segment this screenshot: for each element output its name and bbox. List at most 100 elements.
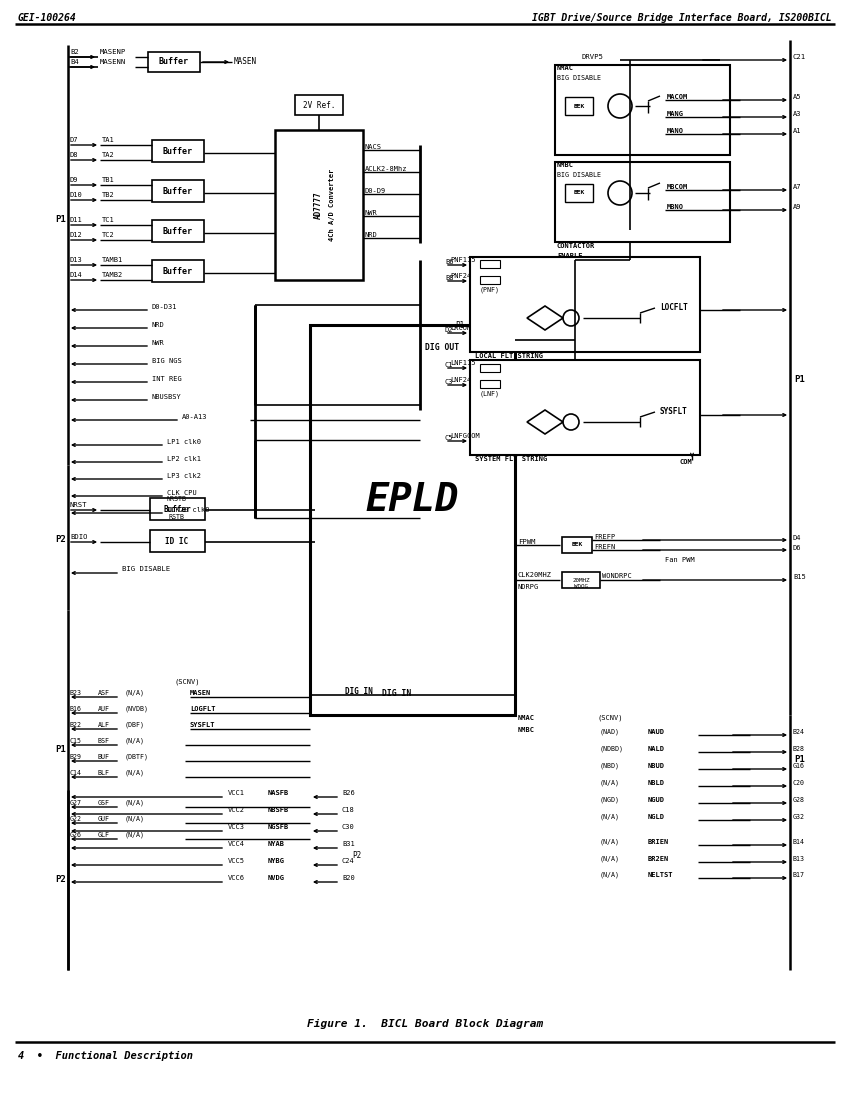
Text: DIG IN: DIG IN	[345, 688, 373, 696]
Text: AD7777: AD7777	[314, 191, 322, 219]
Text: VCC4: VCC4	[228, 842, 245, 847]
Text: ASF: ASF	[98, 690, 110, 696]
Text: BSF: BSF	[98, 738, 110, 744]
Text: P2: P2	[55, 876, 65, 884]
Bar	[562, 572, 600, 588]
Text: NBLD: NBLD	[648, 780, 665, 786]
Text: NGSFB: NGSFB	[268, 824, 289, 830]
Text: NBUSBSY: NBUSBSY	[152, 394, 182, 400]
Text: D7: D7	[70, 138, 78, 143]
Text: B6: B6	[445, 258, 454, 265]
Text: TAMB1: TAMB1	[102, 257, 123, 263]
Text: BR2EN: BR2EN	[648, 856, 669, 862]
Text: BEK: BEK	[574, 190, 585, 196]
Text: BIG DISABLE: BIG DISABLE	[557, 75, 601, 81]
Text: B23: B23	[70, 690, 82, 696]
Bar	[310, 324, 515, 715]
Text: LP1 clk0: LP1 clk0	[167, 439, 201, 446]
Text: LKCOM: LKCOM	[450, 324, 471, 331]
Text: C30: C30	[342, 824, 354, 830]
Text: TA2: TA2	[102, 152, 115, 158]
Bar	[152, 140, 204, 162]
Text: D11: D11	[70, 217, 82, 223]
Text: 4  •  Functional Description: 4 • Functional Description	[18, 1050, 193, 1062]
Text: D0-D31: D0-D31	[152, 304, 178, 310]
Text: VCC6: VCC6	[228, 874, 245, 881]
Text: CLK20MHZ: CLK20MHZ	[518, 572, 552, 578]
Text: (N/A): (N/A)	[125, 770, 145, 777]
Text: WONDRPC: WONDRPC	[602, 573, 632, 579]
Text: B15: B15	[793, 574, 806, 580]
Text: B13: B13	[793, 856, 805, 862]
Text: B4: B4	[70, 59, 79, 65]
Text: (NGD): (NGD)	[600, 796, 620, 803]
Text: NRSTB: NRSTB	[167, 496, 187, 502]
Text: (N/A): (N/A)	[600, 814, 620, 821]
Text: (N/A): (N/A)	[125, 738, 145, 745]
Text: Fan PWM: Fan PWM	[665, 557, 694, 563]
Text: (N/A): (N/A)	[600, 856, 620, 862]
Text: IGBT Drive/Source Bridge Interface Board, IS200BICL: IGBT Drive/Source Bridge Interface Board…	[532, 13, 832, 23]
Text: WDOG: WDOG	[574, 584, 588, 590]
Bar	[470, 257, 700, 352]
Text: (NDBD): (NDBD)	[600, 746, 624, 752]
Text: GLF: GLF	[98, 832, 110, 838]
Text: P1: P1	[55, 216, 65, 224]
Bar	[480, 260, 500, 268]
Text: P1: P1	[794, 375, 805, 385]
Text: G22: G22	[70, 816, 82, 822]
Text: (NVDB): (NVDB)	[125, 706, 149, 713]
Text: G16: G16	[793, 763, 805, 769]
Text: NVDG: NVDG	[268, 874, 285, 881]
Text: Buffer: Buffer	[163, 187, 193, 196]
Text: MACOM: MACOM	[667, 94, 688, 100]
Text: NRST: NRST	[70, 502, 88, 508]
Text: B26: B26	[342, 790, 354, 796]
Text: BRIEN: BRIEN	[648, 839, 669, 845]
Text: TC1: TC1	[102, 217, 115, 223]
Text: COM: COM	[680, 459, 693, 465]
Text: P2: P2	[55, 536, 65, 544]
Text: (N/A): (N/A)	[600, 871, 620, 878]
Text: ENABLE: ENABLE	[557, 253, 582, 258]
Text: NAUD: NAUD	[648, 729, 665, 735]
Text: A0-A13: A0-A13	[182, 414, 207, 420]
Text: LOCFLT: LOCFLT	[660, 302, 688, 311]
Text: (NBD): (NBD)	[600, 762, 620, 769]
Bar	[565, 97, 593, 116]
Text: A3: A3	[793, 111, 802, 117]
Text: G32: G32	[793, 814, 805, 820]
Text: B29: B29	[70, 754, 82, 760]
Text: D14: D14	[70, 272, 82, 278]
Text: NRD: NRD	[152, 322, 165, 328]
Text: C3: C3	[445, 379, 454, 385]
Text: B14: B14	[793, 839, 805, 845]
Text: B17: B17	[793, 872, 805, 878]
Text: NMAC: NMAC	[518, 715, 535, 720]
Text: SYSTEM FLT STRING: SYSTEM FLT STRING	[475, 456, 547, 462]
Text: Buffer: Buffer	[163, 266, 193, 275]
Text: C24: C24	[342, 858, 354, 864]
Text: DRVP5: DRVP5	[582, 54, 603, 60]
Text: G28: G28	[793, 798, 805, 803]
Text: VCC5: VCC5	[228, 858, 245, 864]
Text: LNF115: LNF115	[450, 360, 475, 366]
Bar	[555, 162, 730, 242]
Bar	[275, 130, 363, 280]
Text: C21: C21	[793, 54, 806, 60]
Text: LNFGCOM: LNFGCOM	[450, 433, 479, 439]
Text: C14: C14	[70, 770, 82, 776]
Text: NMBC: NMBC	[557, 162, 574, 168]
Text: Buffer: Buffer	[163, 227, 193, 235]
Text: D13: D13	[70, 257, 82, 263]
Text: 20MHZ: 20MHZ	[572, 578, 590, 583]
Bar	[562, 537, 592, 553]
Text: NYBG: NYBG	[268, 858, 285, 864]
Text: NALD: NALD	[648, 746, 665, 752]
Text: BLF: BLF	[98, 770, 110, 776]
Text: (NAD): (NAD)	[600, 728, 620, 735]
Text: P1: P1	[794, 756, 805, 764]
Text: MBNO: MBNO	[667, 204, 684, 210]
Text: AUF: AUF	[98, 706, 110, 712]
Bar	[152, 220, 204, 242]
